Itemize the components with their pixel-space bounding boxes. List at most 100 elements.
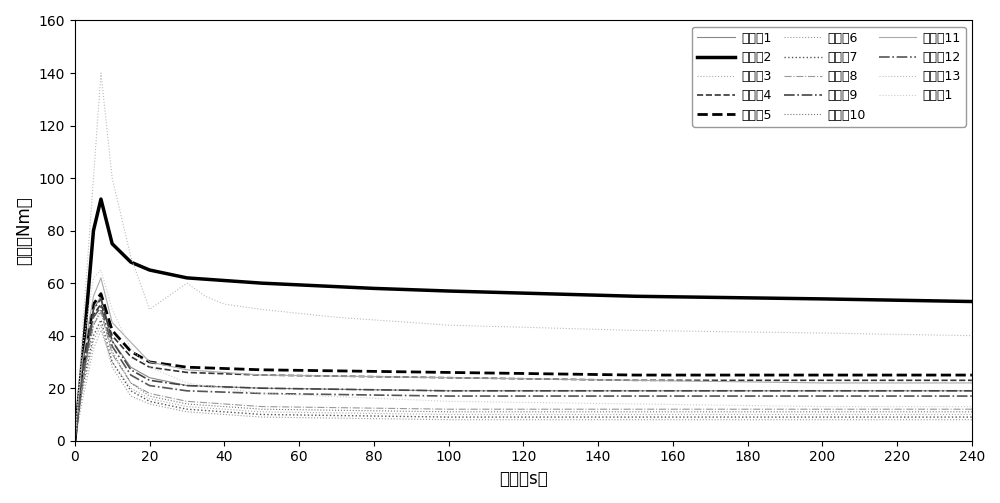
实施套5 bbox=[443, 369, 455, 375]
实施套11 bbox=[181, 367, 193, 373]
实施套3 bbox=[443, 411, 455, 417]
实施套6 bbox=[144, 401, 156, 407]
实施套4 bbox=[816, 377, 828, 383]
实施套1 bbox=[95, 293, 107, 299]
Line: 实施套8: 实施套8 bbox=[75, 312, 972, 441]
实施套6 bbox=[256, 414, 268, 420]
Line: 实施套9: 实施套9 bbox=[75, 299, 972, 441]
实施套12 bbox=[629, 393, 641, 399]
实施套3 bbox=[69, 438, 81, 444]
实施套2 bbox=[966, 298, 978, 304]
实施套10 bbox=[125, 380, 137, 386]
实施套10 bbox=[106, 349, 118, 355]
比较套1 bbox=[95, 267, 107, 273]
实施套4 bbox=[87, 312, 99, 318]
实施套13 bbox=[162, 293, 174, 299]
实施套9 bbox=[181, 383, 193, 389]
实施套9 bbox=[95, 296, 107, 302]
实施套9 bbox=[76, 369, 88, 375]
实施套10 bbox=[76, 380, 88, 386]
实施套11 bbox=[629, 377, 641, 383]
实施套3 bbox=[125, 385, 137, 391]
实施套4 bbox=[76, 372, 88, 378]
实施套8 bbox=[629, 406, 641, 412]
实施套3 bbox=[256, 409, 268, 415]
实施套2 bbox=[144, 267, 156, 273]
实施套11 bbox=[966, 380, 978, 386]
比较套1 bbox=[87, 275, 99, 281]
实施套3 bbox=[95, 327, 107, 333]
Line: 实施套12: 实施套12 bbox=[75, 307, 972, 441]
实施套13 bbox=[200, 293, 212, 299]
实施套10 bbox=[144, 393, 156, 399]
实施套2 bbox=[368, 285, 380, 291]
实施套8 bbox=[181, 398, 193, 404]
实施套1 bbox=[629, 388, 641, 394]
实施套9 bbox=[106, 338, 118, 344]
实施套10 bbox=[966, 409, 978, 415]
实施套1 bbox=[816, 388, 828, 394]
Line: 实施套13: 实施套13 bbox=[75, 73, 972, 441]
实施套6 bbox=[181, 409, 193, 415]
实施套11 bbox=[816, 380, 828, 386]
实施套5 bbox=[125, 349, 137, 355]
实施套6 bbox=[87, 338, 99, 344]
实施套8 bbox=[816, 406, 828, 412]
实施套13 bbox=[69, 438, 81, 444]
实施套12 bbox=[966, 393, 978, 399]
实施套7 bbox=[181, 406, 193, 412]
实施套5 bbox=[87, 301, 99, 307]
实施套10 bbox=[816, 409, 828, 415]
实施套2 bbox=[443, 288, 455, 294]
实施套13 bbox=[629, 327, 641, 333]
实施套9 bbox=[87, 306, 99, 312]
实施套10 bbox=[69, 438, 81, 444]
实施套2 bbox=[181, 275, 193, 281]
实施套7 bbox=[144, 398, 156, 404]
实施套9 bbox=[69, 438, 81, 444]
实施套1 bbox=[966, 388, 978, 394]
实施套7 bbox=[95, 317, 107, 323]
实施套8 bbox=[76, 380, 88, 386]
实施套13 bbox=[256, 306, 268, 312]
比较套1 bbox=[106, 306, 118, 312]
实施套2 bbox=[106, 241, 118, 247]
实施套7 bbox=[816, 414, 828, 420]
实施套2 bbox=[816, 296, 828, 302]
实施套6 bbox=[966, 416, 978, 423]
实施套12 bbox=[144, 383, 156, 389]
实施套13 bbox=[106, 175, 118, 181]
实施套1 bbox=[125, 364, 137, 370]
实施套9 bbox=[966, 388, 978, 394]
实施套10 bbox=[181, 401, 193, 407]
实施套13 bbox=[125, 254, 137, 260]
Line: 实施套11: 实施套11 bbox=[75, 278, 972, 441]
实施套9 bbox=[144, 377, 156, 383]
实施套8 bbox=[87, 322, 99, 328]
实施套4 bbox=[256, 372, 268, 378]
Legend: 实施套1, 实施套2, 实施套3, 实施套4, 实施套5, 实施套6, 实施套7, 实施套8, 实施套9, 实施套10, 实施套11, 实施套12, 实施套13: 实施套1, 实施套2, 实施套3, 实施套4, 实施套5, 实施套6, 实施套7… bbox=[692, 27, 966, 127]
实施套6 bbox=[69, 438, 81, 444]
实施套9 bbox=[629, 388, 641, 394]
实施套7 bbox=[256, 411, 268, 417]
实施套4 bbox=[144, 364, 156, 370]
实施套6 bbox=[443, 416, 455, 423]
Line: 实施套6: 实施套6 bbox=[75, 325, 972, 441]
实施套4 bbox=[181, 369, 193, 375]
比较套1 bbox=[69, 438, 81, 444]
实施套6 bbox=[125, 393, 137, 399]
比较套1 bbox=[256, 390, 268, 396]
实施套4 bbox=[95, 301, 107, 307]
实施套8 bbox=[125, 380, 137, 386]
实施套11 bbox=[106, 319, 118, 325]
实施套11 bbox=[76, 359, 88, 365]
实施套12 bbox=[87, 314, 99, 320]
实施套2 bbox=[256, 280, 268, 286]
实施套5 bbox=[256, 367, 268, 373]
实施套3 bbox=[816, 411, 828, 417]
实施套10 bbox=[443, 409, 455, 415]
实施套13 bbox=[443, 322, 455, 328]
X-axis label: 时间（s）: 时间（s） bbox=[499, 470, 548, 488]
实施套13 bbox=[144, 306, 156, 312]
实施套9 bbox=[256, 385, 268, 391]
